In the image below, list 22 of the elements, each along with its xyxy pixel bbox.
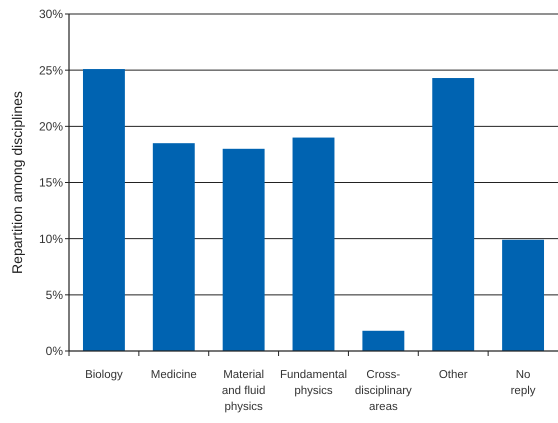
x-tick-label: Fundamental physics — [280, 369, 348, 397]
x-tick-label: Other — [438, 369, 468, 381]
y-axis-title: Repartition among disciplines — [9, 91, 25, 274]
bar — [82, 69, 125, 351]
y-tick-label: 30% — [38, 7, 64, 22]
x-tick-label: Biology — [85, 369, 124, 381]
bar — [292, 138, 334, 351]
y-tick-label: 20% — [38, 120, 64, 134]
x-tick-label: No reply — [510, 369, 536, 397]
y-tick-label: 15% — [38, 176, 64, 190]
x-tick-label: Material and fluid physics — [222, 369, 266, 413]
y-tick-label: 5% — [46, 288, 64, 302]
x-tick-label: Medicine — [150, 369, 197, 381]
y-tick-label: 10% — [38, 232, 64, 246]
bar — [432, 78, 474, 351]
bar — [152, 143, 195, 351]
bar — [502, 240, 544, 351]
y-tick-label: 0% — [46, 344, 64, 358]
y-tick-label: 25% — [38, 63, 64, 78]
bar — [362, 330, 404, 351]
x-tick-label: Cross- disciplinary areas — [354, 369, 412, 413]
bar — [222, 148, 265, 351]
